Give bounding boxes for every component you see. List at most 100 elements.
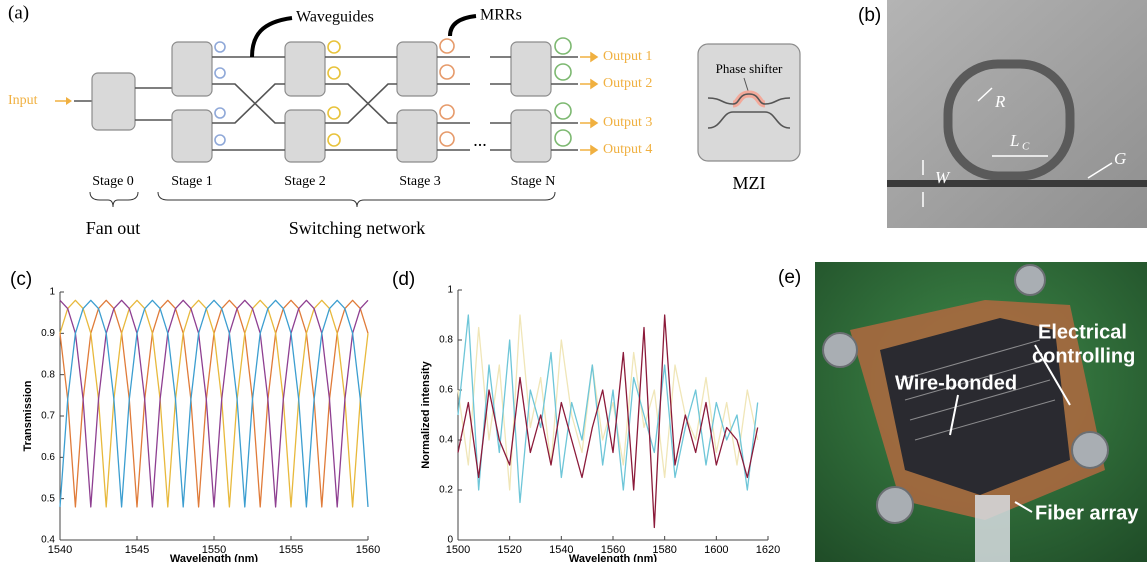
- mzi-box: [284, 109, 326, 163]
- x-tick-label: 1500: [446, 544, 470, 556]
- input-label: Input: [8, 93, 38, 108]
- mrr: [554, 63, 572, 81]
- bond-wires: [899, 339, 1056, 441]
- screw: [876, 486, 914, 524]
- waveguide: [707, 93, 791, 105]
- brace: [157, 191, 556, 208]
- arrowhead: [590, 51, 599, 63]
- panel-label: (b): [858, 5, 881, 26]
- y-axis-label: Transmission: [22, 380, 34, 451]
- series-line: [59, 299, 369, 508]
- mzi-inset: [697, 43, 801, 162]
- y-tick-label: 0.6: [439, 385, 453, 396]
- fiber-array: [975, 495, 1010, 562]
- micrograph: [887, 0, 1147, 228]
- series-line: [457, 314, 759, 491]
- group-label: Fan out: [86, 218, 141, 238]
- screw: [822, 332, 858, 368]
- output-label: Output 3: [603, 115, 652, 130]
- panel-label: (c): [10, 269, 32, 290]
- stage-label: Stage 2: [284, 174, 326, 189]
- mrr: [214, 41, 226, 53]
- chip: [880, 318, 1070, 495]
- y-axis-label: Normalized intensity: [420, 360, 432, 468]
- mzi-box: [171, 109, 213, 163]
- phase-shifter-label: Phase shifter: [716, 61, 783, 76]
- mzi-box: [171, 41, 213, 97]
- pointer: [1014, 501, 1033, 513]
- pointer: [949, 394, 959, 436]
- dimension-label: W: [935, 168, 951, 187]
- callout-line: [250, 16, 293, 58]
- panel-a: (a) Input ...: [8, 2, 801, 238]
- y-tick-label: 0.8: [41, 369, 55, 380]
- panel-b: (b) R L C G W: [858, 0, 1147, 228]
- y-tick-label: 0.9: [41, 328, 55, 339]
- arrowhead: [590, 144, 599, 156]
- mzi-box: [396, 109, 438, 163]
- stage-label: Stage 0: [92, 174, 134, 189]
- x-tick-label: 1555: [279, 544, 303, 556]
- pointer: [1034, 344, 1071, 406]
- panel-label: (e): [778, 267, 801, 288]
- mzi-box: [396, 41, 438, 97]
- y-tick-label: 1: [447, 285, 453, 296]
- bus-waveguide: [887, 180, 1147, 187]
- mrr: [327, 133, 341, 147]
- x-tick-label: 1540: [48, 544, 72, 556]
- mrr: [327, 106, 341, 120]
- charts: 1540 1545 1550 1555 1560 0.4 0.5 0.6 0.7 0.8 0.9 1 W…: [22, 285, 780, 562]
- y-tick-label: 0.2: [439, 485, 453, 496]
- mrr: [214, 67, 226, 79]
- mrr: [439, 64, 455, 80]
- mrr: [554, 37, 572, 55]
- output-label: Output 2: [603, 76, 652, 91]
- mzi-box: [91, 72, 136, 131]
- stage-label: Stage N: [511, 174, 556, 189]
- y-tick-label: 1: [49, 287, 55, 298]
- x-tick-label: 1560: [601, 544, 625, 556]
- mrr: [554, 129, 572, 147]
- output-label: Output 1: [603, 49, 652, 64]
- y-tick-label: 0.7: [41, 411, 55, 422]
- annotation: Fiber array: [1035, 502, 1139, 524]
- screw: [1071, 431, 1109, 469]
- dimension-label: G: [1114, 149, 1126, 168]
- y-tick-label: 0: [447, 535, 453, 546]
- waveguide: [707, 111, 791, 129]
- mrr: [439, 104, 455, 120]
- x-tick-label: 1550: [202, 544, 226, 556]
- series-line: [457, 314, 759, 504]
- callout-label: Waveguides: [296, 9, 374, 26]
- annotation: Wire-bonded: [895, 372, 1017, 394]
- panel-label: (a): [8, 2, 29, 23]
- series-line: [59, 299, 369, 508]
- arrowhead: [590, 117, 599, 129]
- x-axis-label: Wavelength (nm): [170, 553, 259, 562]
- output-label: Output 4: [603, 142, 652, 157]
- pointer: [977, 87, 993, 102]
- input-arrowhead: [66, 97, 72, 105]
- mrr: [214, 107, 226, 119]
- panel-e: (e) Electrical controlling Wire-bonded F…: [778, 262, 1147, 562]
- waveguides: [212, 56, 578, 151]
- mrr: [554, 102, 572, 120]
- stage-label: Stage 1: [171, 174, 213, 189]
- ellipsis: ...: [473, 130, 487, 150]
- group-label: Switching network: [289, 218, 426, 238]
- annotation: Electrical: [1038, 321, 1127, 343]
- mzi-box: [510, 109, 552, 163]
- y-tick-label: 0.8: [439, 335, 453, 346]
- y-tick-label: 0.4: [439, 435, 453, 446]
- callout-label: MRRs: [480, 7, 522, 24]
- mzi-box: [284, 41, 326, 97]
- mrr: [439, 131, 455, 147]
- brace: [89, 191, 139, 208]
- y-tick-label: 0.5: [41, 493, 55, 504]
- stage-boxes: [171, 41, 552, 163]
- series-line: [457, 314, 759, 529]
- x-tick-label: 1545: [125, 544, 149, 556]
- dimension-subscript: C: [1022, 141, 1030, 153]
- x-tick-label: 1540: [549, 544, 573, 556]
